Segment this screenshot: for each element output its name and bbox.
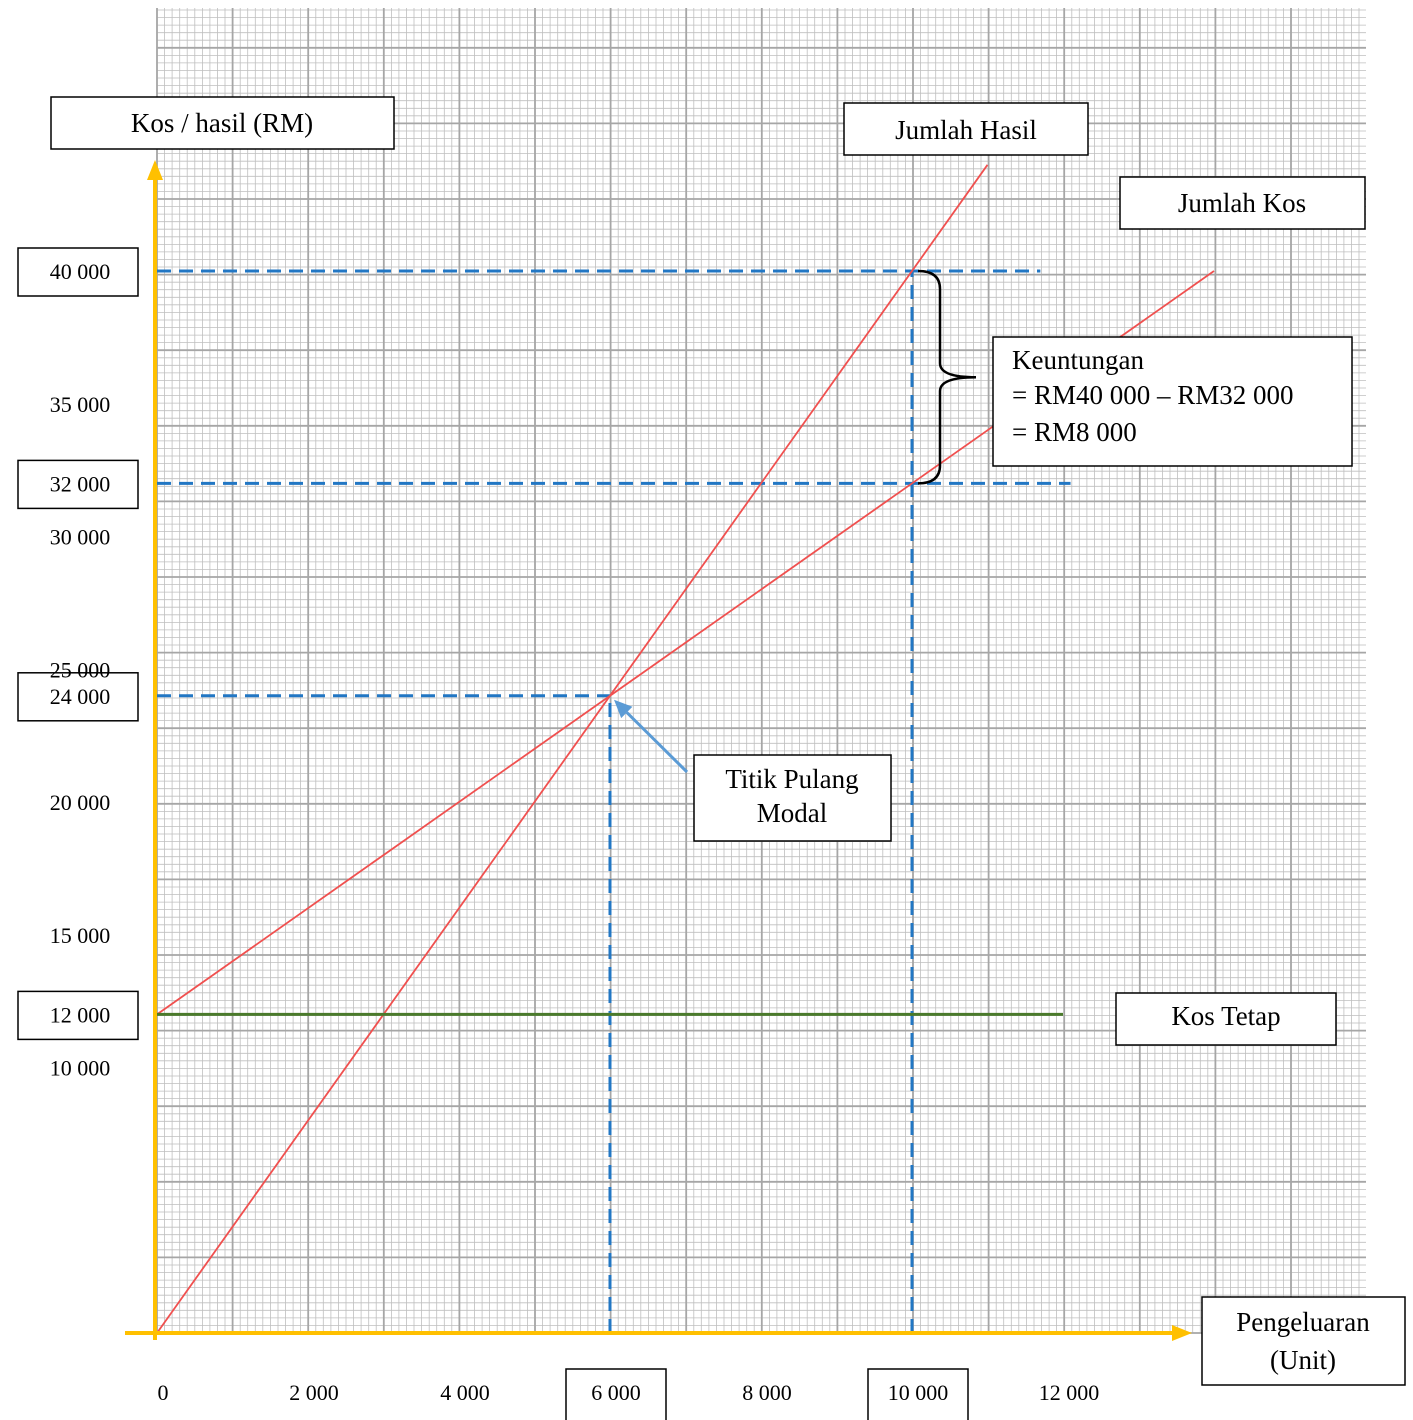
text-boxes: Kos / hasil (RM) Pengeluaran (Unit) Juml…: [50, 96, 1406, 1386]
y-tick-label-25000: 25 000: [50, 657, 111, 682]
y-tick-label-35000: 35 000: [50, 392, 111, 417]
y-axis-title: Kos / hasil (RM): [131, 108, 313, 138]
profit-label-line-3: = RM8 000: [1012, 417, 1137, 447]
x-tick-label-8000: 8 000: [742, 1380, 792, 1405]
legend-kos-tetap: Kos Tetap: [1171, 1001, 1280, 1031]
break-even-arrow: [625, 711, 689, 774]
x-axis-title-line-2: (Unit): [1270, 1345, 1336, 1375]
profit-label-line-1: Keuntungan: [1012, 345, 1144, 375]
x-axis-title-line-1: Pengeluaran: [1236, 1307, 1370, 1337]
reference-lines: [157, 269, 1071, 1333]
y-tick-label-10000: 10 000: [50, 1056, 111, 1081]
y-tick-label-40000: 40 000: [50, 259, 111, 284]
y-axis-arrowhead: [147, 160, 163, 180]
x-tick-label-10000: 10 000: [888, 1380, 949, 1405]
legend-jumlah-hasil: Jumlah Hasil: [895, 115, 1037, 145]
y-tick-label-32000: 32 000: [50, 471, 111, 496]
legend-jumlah-kos: Jumlah Kos: [1178, 188, 1306, 218]
profit-brace: [917, 269, 977, 485]
x-axis-arrowhead: [1172, 1325, 1192, 1341]
y-tick-box-40000: [17, 247, 139, 297]
y-tick-label-15000: 15 000: [50, 923, 111, 948]
x-tick-label-6000: 6 000: [591, 1380, 641, 1405]
legend-jumlah-kos-box: [1119, 176, 1366, 230]
y-tick-label-20000: 20 000: [50, 790, 111, 815]
annotations: [614, 269, 977, 774]
axes: [125, 160, 1192, 1341]
profit-label-line-2: = RM40 000 – RM32 000: [1012, 380, 1294, 410]
y-tick-box-24000: [17, 672, 139, 722]
x-tick-box-6000: [565, 1368, 667, 1420]
y-tick-label-12000: 12 000: [50, 1002, 111, 1027]
break-even-box: [693, 754, 892, 842]
profit-box: [992, 336, 1353, 467]
x-tick-box-10000: [867, 1368, 969, 1420]
y-tick-label-24000: 24 000: [50, 684, 111, 709]
legend-jumlah-hasil-box: [843, 102, 1089, 156]
break-even-arrowhead: [614, 699, 633, 719]
break-even-label-line-2: Modal: [757, 798, 828, 828]
legend-kos-tetap-box: [1115, 992, 1337, 1046]
series-line-jumlah-hasil: [156, 164, 989, 1334]
x-tick-label-12000: 12 000: [1039, 1380, 1100, 1405]
break-even-label-line-1: Titik Pulang: [725, 764, 858, 794]
y-axis-title-box: [50, 96, 395, 150]
y-tick-box-32000: [17, 459, 139, 510]
y-tick-box-12000: [17, 990, 139, 1041]
x-tick-label-0: 0: [158, 1380, 169, 1405]
y-tick-label-30000: 30 000: [50, 525, 111, 550]
x-tick-label-4000: 4 000: [440, 1380, 490, 1405]
x-tick-label-2000: 2 000: [289, 1380, 339, 1405]
x-axis-title-box: [1201, 1296, 1406, 1386]
